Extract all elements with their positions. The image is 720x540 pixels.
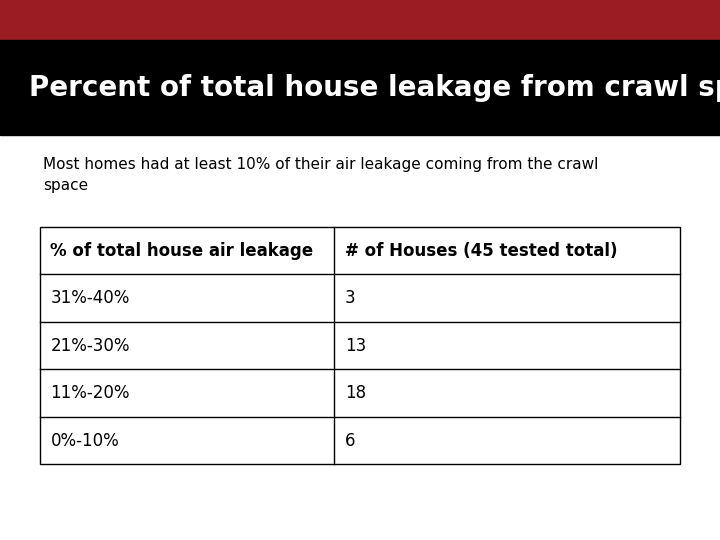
Text: 11%-20%: 11%-20% bbox=[50, 384, 130, 402]
Text: Most homes had at least 10% of their air leakage coming from the crawl
space: Most homes had at least 10% of their air… bbox=[43, 157, 598, 193]
Bar bbox=[40, 227, 680, 464]
Text: 31%-40%: 31%-40% bbox=[50, 289, 130, 307]
Text: 6: 6 bbox=[345, 431, 356, 450]
Text: # of Houses (45 tested total): # of Houses (45 tested total) bbox=[345, 241, 618, 260]
Text: 18: 18 bbox=[345, 384, 366, 402]
Text: 13: 13 bbox=[345, 336, 366, 355]
Bar bbox=[0, 0, 720, 40]
Text: 21%-30%: 21%-30% bbox=[50, 336, 130, 355]
Text: 0%-10%: 0%-10% bbox=[50, 431, 119, 450]
Text: % of total house air leakage: % of total house air leakage bbox=[50, 241, 313, 260]
Text: Percent of total house leakage from crawl space: Percent of total house leakage from craw… bbox=[29, 74, 720, 102]
Text: 3: 3 bbox=[345, 289, 356, 307]
Bar bbox=[0, 40, 720, 135]
